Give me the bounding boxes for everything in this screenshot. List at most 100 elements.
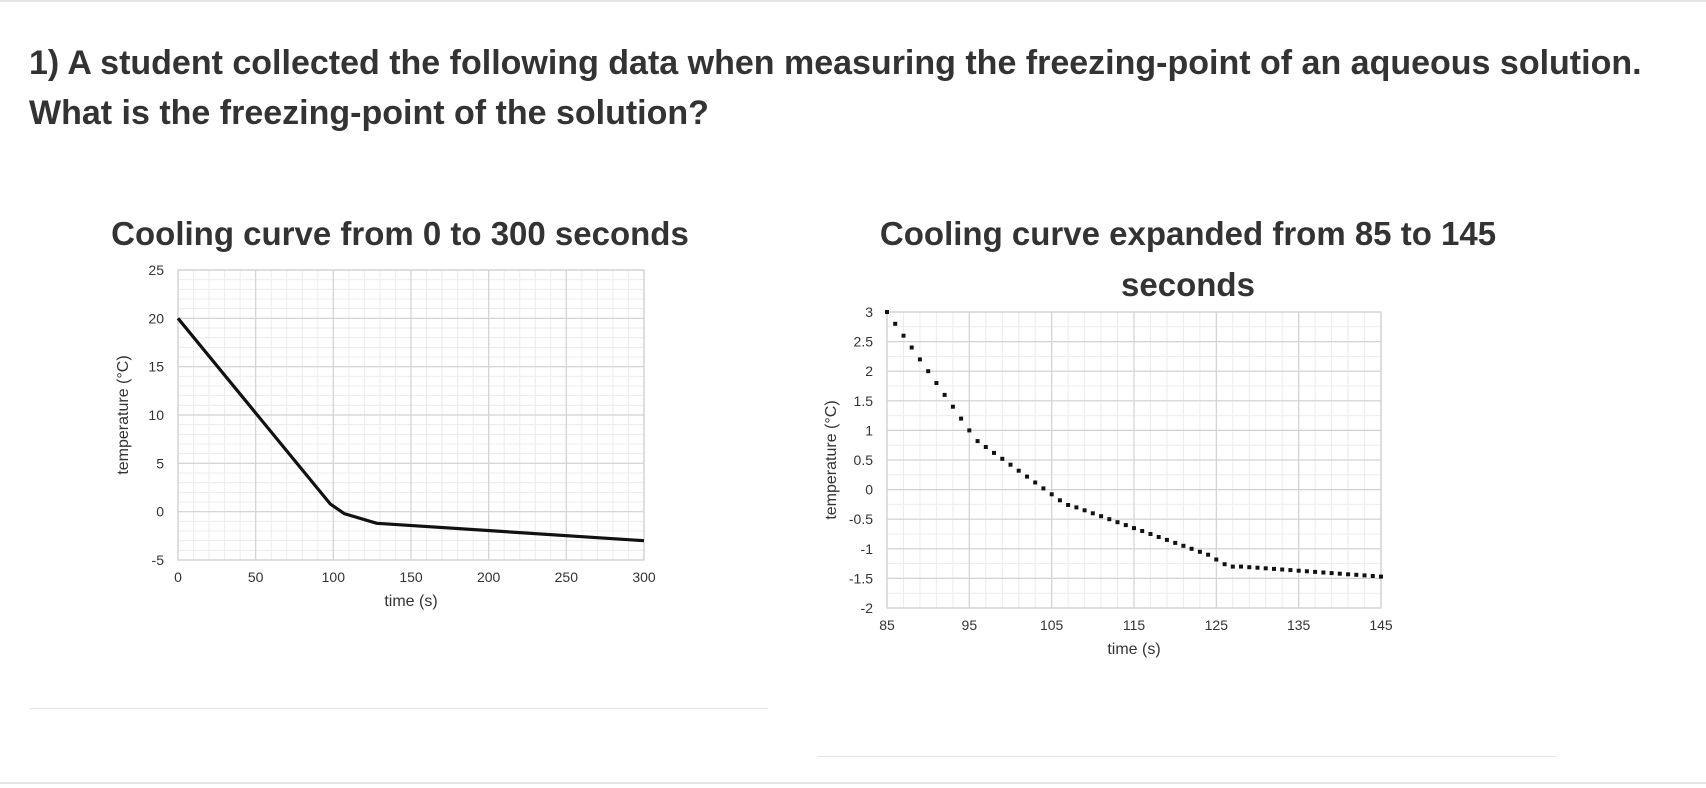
data-point	[1041, 486, 1046, 491]
data-point	[1074, 505, 1079, 510]
chart-title: Cooling curve expanded from 85 to 145 se…	[879, 215, 1497, 303]
data-point	[1288, 568, 1293, 573]
data-point	[926, 369, 931, 374]
y-tick-label: 5	[156, 455, 164, 471]
data-point	[1066, 503, 1071, 507]
y-tick-label: 0.5	[854, 452, 874, 468]
y-tick-label: 1.5	[854, 393, 874, 409]
grid	[886, 311, 1382, 609]
data-point	[1370, 574, 1375, 578]
data-point	[992, 450, 996, 455]
bottom-rule	[0, 782, 1706, 784]
x-axis-label: time (s)	[1107, 641, 1160, 658]
separator	[818, 756, 1556, 757]
data-point	[917, 357, 922, 362]
data-point	[1230, 564, 1235, 569]
data-point	[885, 310, 889, 314]
data-point	[1337, 571, 1342, 576]
data-point	[893, 321, 898, 326]
x-tick-label: 145	[1369, 617, 1393, 633]
y-tick-label: -1	[861, 541, 874, 557]
top-rule	[0, 0, 1706, 2]
y-tick-label: 10	[148, 407, 164, 423]
cooling-curve-expanded-chart: 85 95 105 115 125 135 145 -2 -1.5 -1 -0.5 0 0.5 1 1.5 2…	[823, 304, 1393, 658]
data-point	[983, 445, 988, 449]
data-point	[1263, 566, 1268, 571]
x-tick-label: 85	[879, 617, 895, 633]
data-point	[950, 404, 955, 409]
chart-panel-expanded: Cooling curve expanded from 85 to 145 se…	[808, 200, 1568, 770]
data-point	[1164, 537, 1169, 542]
data-point	[1321, 570, 1326, 575]
grid	[177, 269, 645, 561]
data-point	[1206, 552, 1211, 557]
y-tick-label: 0	[865, 482, 873, 498]
data-point	[1272, 566, 1276, 571]
data-point	[1140, 529, 1145, 533]
y-tick-label: 1	[865, 422, 873, 438]
cooling-curve-full-chart: 0 50 100 150 200 250 300 -5 0 5 10 15 20 25 time (s) te…	[115, 262, 656, 610]
y-tick-label: 3	[865, 304, 873, 320]
data-point	[1156, 535, 1161, 539]
data-point	[1181, 543, 1186, 548]
data-point	[934, 381, 939, 385]
x-axis-label: time (s)	[384, 593, 437, 610]
data-point	[1189, 546, 1194, 551]
data-point	[1379, 574, 1383, 579]
data-point	[1099, 514, 1104, 519]
data-point	[1222, 562, 1227, 567]
data-point	[1362, 573, 1367, 578]
y-tick-label: -0.5	[849, 511, 873, 527]
data-point	[1148, 532, 1153, 536]
x-tick-label: 200	[477, 569, 501, 585]
x-tick-label: 105	[1040, 617, 1064, 633]
y-tick-label: 20	[148, 310, 164, 326]
y-tick-label: 0	[156, 504, 164, 520]
x-tick-label: 100	[322, 569, 346, 585]
x-tick-label: 50	[248, 569, 264, 585]
data-point	[1313, 569, 1318, 574]
data-point	[901, 333, 906, 338]
data-point	[967, 428, 972, 433]
data-point	[1346, 572, 1351, 577]
x-tick-label: 250	[555, 569, 579, 585]
data-point	[1090, 511, 1095, 516]
y-tick-label: 2	[865, 363, 873, 379]
data-point	[1107, 517, 1112, 522]
data-point	[1082, 508, 1087, 513]
x-tick-label: 95	[962, 617, 978, 633]
data-point	[959, 416, 964, 421]
x-tick-label: 150	[399, 569, 423, 585]
data-point	[1354, 572, 1359, 577]
x-tick-label: 125	[1205, 617, 1229, 633]
y-tick-label: 15	[148, 359, 164, 375]
y-tick-label: 25	[148, 262, 164, 278]
x-tick-label: 135	[1287, 617, 1311, 633]
series-line	[176, 317, 645, 543]
data-point	[1115, 520, 1120, 525]
data-point	[1000, 456, 1005, 461]
data-point	[909, 345, 914, 350]
data-point	[1132, 526, 1136, 531]
data-point	[1197, 549, 1202, 554]
plot-frame	[177, 269, 645, 561]
data-point	[1025, 474, 1029, 479]
data-point	[1255, 565, 1260, 570]
data-point	[1057, 498, 1062, 503]
data-points	[885, 310, 1383, 579]
data-point	[1016, 468, 1021, 473]
y-tick-label: 2.5	[854, 334, 874, 350]
data-point	[1247, 565, 1252, 570]
data-point	[975, 439, 980, 444]
separator	[30, 708, 768, 709]
data-point	[1304, 569, 1309, 574]
chart-title: Cooling curve from 0 to 300 seconds	[111, 215, 689, 252]
data-point	[1214, 557, 1219, 562]
data-point	[1296, 568, 1301, 573]
data-point	[1033, 480, 1038, 485]
y-tick-label: -1.5	[849, 570, 873, 586]
y-axis-label: temperature (°C)	[823, 400, 840, 519]
data-point	[1173, 540, 1178, 545]
data-point	[1049, 492, 1054, 497]
data-point	[1008, 462, 1013, 467]
